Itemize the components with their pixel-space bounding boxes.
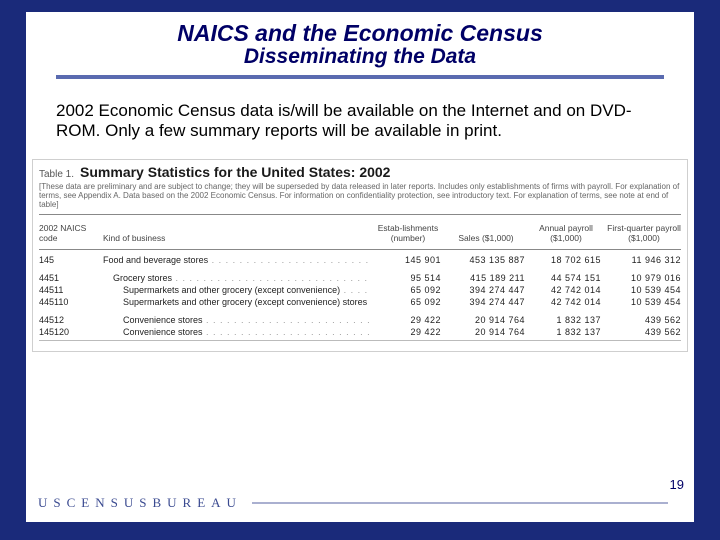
table-title: Summary Statistics for the United States… [80, 164, 390, 180]
slide-body: NAICS and the Economic Census Disseminat… [26, 12, 694, 522]
cell-estab: 65 092 [375, 285, 441, 295]
cell-sales: 394 274 447 [447, 285, 525, 295]
cell-annual: 44 574 151 [531, 273, 601, 283]
cell-kind: Grocery stores [103, 273, 369, 283]
summary-table: Table 1. Summary Statistics for the Unit… [32, 159, 688, 352]
cell-kind: Supermarkets and other grocery (except c… [103, 285, 369, 295]
cell-estab: 29 422 [375, 315, 441, 325]
cell-fq: 10 979 016 [607, 273, 681, 283]
col-code: 2002 NAICS code [39, 223, 97, 243]
cell-annual: 42 742 014 [531, 297, 601, 307]
col-fq: First-quarter payroll ($1,000) [607, 223, 681, 243]
footer-logo: USCENSUSBUREAU [26, 495, 242, 511]
cell-sales: 453 135 887 [447, 255, 525, 265]
table-row: 445110 Supermarkets and other grocery (ex… [39, 296, 681, 308]
cell-annual: 18 702 615 [531, 255, 601, 265]
cell-annual: 1 832 137 [531, 327, 601, 337]
cell-sales: 394 274 447 [447, 297, 525, 307]
cell-code: 44511 [39, 285, 97, 295]
cell-fq: 11 946 312 [607, 255, 681, 265]
table-row: 44512 Convenience stores 29 422 20 914 764 1… [39, 314, 681, 326]
body-paragraph: 2002 Economic Census data is/will be ava… [26, 79, 694, 141]
title-main: NAICS and the Economic Census [56, 20, 664, 47]
cell-estab: 65 092 [375, 297, 441, 307]
table-row: 44511 Supermarkets and other grocery (exc… [39, 284, 681, 296]
cell-estab: 95 514 [375, 273, 441, 283]
table-label: Table 1. [39, 169, 74, 180]
cell-sales: 20 914 764 [447, 315, 525, 325]
footer: USCENSUSBUREAU [26, 490, 694, 516]
cell-sales: 415 189 211 [447, 273, 525, 283]
cell-code: 145 [39, 255, 97, 265]
footer-rule [252, 502, 668, 504]
cell-annual: 42 742 014 [531, 285, 601, 295]
cell-fq: 10 539 454 [607, 285, 681, 295]
cell-kind: Food and beverage stores [103, 255, 369, 265]
table-note: [These data are preliminary and are subj… [39, 182, 681, 210]
cell-fq: 439 562 [607, 327, 681, 337]
cell-sales: 20 914 764 [447, 327, 525, 337]
table-row: 145120 Convenience stores 29 422 20 914 764… [39, 326, 681, 338]
cell-code: 445110 [39, 297, 97, 307]
cell-code: 44512 [39, 315, 97, 325]
col-annual: Annual payroll ($1,000) [531, 223, 601, 243]
cell-estab: 145 901 [375, 255, 441, 265]
cell-estab: 29 422 [375, 327, 441, 337]
cell-kind: Convenience stores [103, 327, 369, 337]
table-row: 4451 Grocery stores 95 514 415 189 211 44 57… [39, 272, 681, 284]
col-sales: Sales ($1,000) [447, 233, 525, 243]
col-kind: Kind of business [103, 233, 369, 243]
cell-annual: 1 832 137 [531, 315, 601, 325]
cell-fq: 10 539 454 [607, 297, 681, 307]
table-header: 2002 NAICS code Kind of business Estab-l… [39, 219, 681, 245]
cell-code: 4451 [39, 273, 97, 283]
title-block: NAICS and the Economic Census Disseminat… [26, 12, 694, 69]
table-row: 145 Food and beverage stores 145 901 453 13… [39, 254, 681, 266]
cell-kind: Supermarkets and other grocery (except c… [103, 297, 369, 307]
cell-code: 145120 [39, 327, 97, 337]
col-estab: Estab-lishments (number) [375, 223, 441, 243]
cell-kind: Convenience stores [103, 315, 369, 325]
cell-fq: 439 562 [607, 315, 681, 325]
table-rows: 145 Food and beverage stores 145 901 453 13… [39, 254, 681, 338]
title-sub: Disseminating the Data [56, 45, 664, 69]
